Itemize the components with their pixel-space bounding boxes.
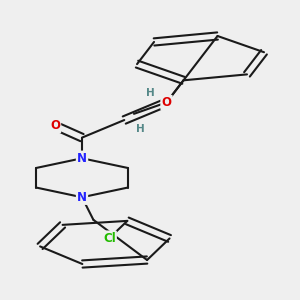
- Text: Cl: Cl: [103, 232, 116, 244]
- Text: H: H: [136, 124, 145, 134]
- Text: O: O: [161, 96, 172, 109]
- Text: O: O: [50, 119, 60, 132]
- Text: N: N: [77, 152, 87, 165]
- Text: N: N: [77, 191, 87, 204]
- Text: H: H: [146, 88, 154, 98]
